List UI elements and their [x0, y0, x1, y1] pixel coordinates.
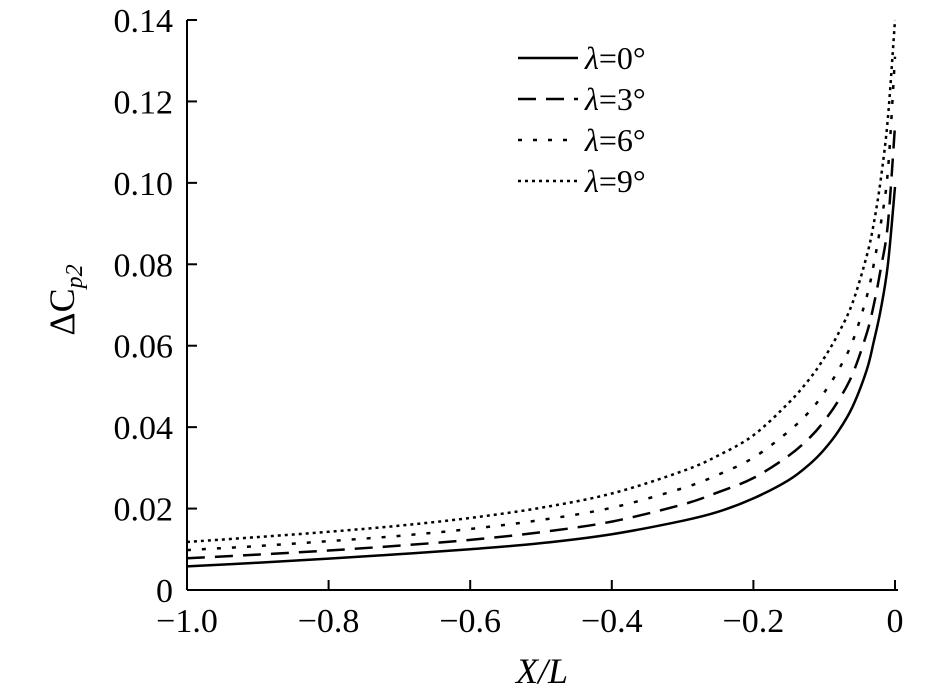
legend: λ=0°λ=3°λ=6°λ=9°: [518, 40, 646, 199]
y-tick-label: 0.10: [114, 166, 174, 203]
series-line-1: [186, 125, 897, 560]
y-axis-title-sub: p2: [62, 264, 88, 290]
y-tick-labels: 0 0.02 0.04 0.06 0.08 0.10 0.12 0.14: [114, 3, 174, 610]
y-tick-label: 0.02: [114, 492, 174, 529]
y-axis-title-main: ΔC: [42, 288, 82, 335]
x-tick-label: −1.0: [156, 603, 218, 640]
y-tick-label: 0.08: [114, 247, 174, 284]
series-line-0: [186, 186, 897, 568]
series-lines: [186, 19, 897, 568]
legend-symbol: λ: [584, 163, 599, 199]
axis-ticks: [186, 19, 896, 591]
x-tick-label: −0.6: [439, 603, 501, 640]
y-tick-label: 0: [156, 573, 173, 610]
legend-name: =6°: [599, 122, 646, 158]
y-axis-title: ΔCp2: [42, 264, 88, 335]
legend-label-0: λ=0°: [584, 40, 646, 76]
legend-name: =0°: [599, 40, 646, 76]
x-tick-label: −0.2: [723, 603, 785, 640]
y-tick-label: 0.12: [114, 84, 174, 121]
series-line-3: [186, 19, 897, 544]
x-axis-title: X/L: [514, 651, 568, 691]
y-tick-label: 0.04: [114, 410, 174, 447]
y-tick-label: 0.14: [114, 3, 174, 40]
legend-name: =3°: [599, 81, 646, 117]
legend-label-2: λ=6°: [584, 122, 646, 158]
legend-label-1: λ=3°: [584, 81, 646, 117]
legend-name: =9°: [599, 163, 646, 199]
series-line-2: [186, 56, 897, 552]
legend-symbol: λ: [584, 81, 599, 117]
x-tick-labels: −1.0 −0.8 −0.6 −0.4 −0.2 0: [156, 603, 903, 640]
x-tick-label: 0: [887, 603, 904, 640]
x-tick-label: −0.4: [581, 603, 643, 640]
legend-symbol: λ: [584, 40, 599, 76]
legend-label-3: λ=9°: [584, 163, 646, 199]
x-tick-label: −0.8: [298, 603, 360, 640]
legend-symbol: λ: [584, 122, 599, 158]
y-tick-label: 0.06: [114, 329, 174, 366]
axes: [186, 20, 898, 591]
